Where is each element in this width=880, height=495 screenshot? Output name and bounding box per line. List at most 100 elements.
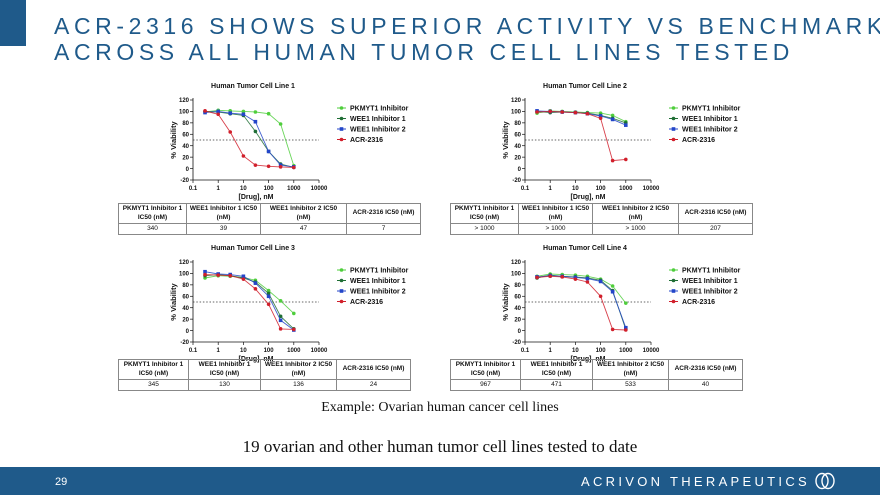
table-header-cell: PKMYT1 Inhibitor 1 IC50 (nM) — [450, 359, 521, 380]
ic50-table: PKMYT1 Inhibitor 1 IC50 (nM) WEE1 Inhibit… — [118, 203, 421, 235]
data-point — [241, 109, 246, 114]
series-line-4 — [536, 275, 626, 331]
series-line-3 — [536, 275, 627, 328]
data-point — [228, 273, 233, 278]
x-tick-label: 0.1 — [521, 348, 530, 354]
data-point — [203, 269, 207, 274]
legend-label: PKMYT1 Inhibitor — [350, 106, 409, 113]
legend-label: ACR-2316 — [682, 299, 715, 306]
data-point — [610, 113, 615, 118]
series-line-3 — [204, 271, 295, 331]
data-point — [548, 109, 552, 114]
x-tick-label: 1 — [549, 348, 553, 354]
legend-marker — [671, 268, 676, 272]
data-point — [624, 157, 628, 162]
data-point — [278, 327, 283, 331]
data-point — [241, 112, 246, 117]
table-header-cell: ACR-2316 IC50 (nM) — [336, 359, 411, 380]
legend-label: WEE1 Inhibitor 1 — [682, 116, 738, 123]
y-tick-label: 120 — [511, 98, 522, 104]
data-point — [266, 291, 271, 296]
data-point — [292, 311, 296, 316]
data-point — [216, 273, 220, 277]
legend-label: PKMYT1 Inhibitor — [682, 106, 741, 113]
data-point — [228, 130, 233, 134]
x-tick-label: 100 — [264, 186, 275, 192]
series-line-3 — [204, 110, 294, 168]
table-header-cell: WEE1 Inhibitor 1 IC50 (nM) — [188, 359, 261, 380]
data-point — [253, 129, 258, 134]
data-point — [278, 122, 283, 126]
data-point — [292, 165, 296, 170]
data-point — [585, 276, 590, 281]
y-tick-label: 100 — [511, 110, 522, 116]
data-point — [573, 110, 578, 115]
legend-marker — [671, 127, 676, 131]
chart-title: Human Tumor Cell Line 1 — [211, 83, 295, 90]
data-point — [241, 274, 246, 279]
legend-marker — [339, 116, 344, 121]
data-point — [266, 302, 271, 307]
ic50-table: PKMYT1 Inhibitor 1 IC50 (nM) WEE1 Inhibit… — [450, 203, 753, 235]
x-tick-label: 10000 — [643, 186, 660, 192]
x-tick-label: 0.1 — [521, 186, 530, 192]
y-axis-label: % Viability — [501, 282, 510, 320]
data-point — [241, 277, 246, 281]
data-point — [624, 325, 628, 330]
y-tick-label: 100 — [179, 272, 190, 278]
legend-label: PKMYT1 Inhibitor — [682, 268, 741, 275]
y-tick-label: 0 — [186, 167, 190, 173]
page-title-line-1: ACR-2316 SHOWS SUPERIOR ACTIVITY VS BENC… — [54, 13, 880, 39]
legend-marker — [339, 268, 344, 272]
data-point — [535, 275, 539, 280]
ic50-table: PKMYT1 Inhibitor 1 IC50 (nM) WEE1 Inhibit… — [450, 359, 743, 391]
series-line-4 — [536, 110, 626, 162]
legend-label: ACR-2316 — [350, 299, 383, 306]
data-point — [278, 165, 283, 169]
data-point — [598, 279, 603, 284]
y-tick-label: 120 — [179, 98, 190, 104]
y-tick-label: 40 — [514, 306, 521, 312]
legend-marker — [671, 137, 676, 142]
x-tick-label: 0.1 — [189, 348, 198, 354]
data-point — [560, 110, 565, 114]
legend-marker — [671, 289, 676, 293]
series-line-2 — [204, 110, 294, 168]
data-point — [278, 299, 283, 303]
x-tick-label: 1 — [217, 186, 221, 192]
y-tick-label: 0 — [518, 329, 522, 335]
data-point — [203, 109, 207, 113]
legend-label: PKMYT1 Inhibitor — [350, 268, 409, 275]
series-line-4 — [204, 274, 294, 330]
table-header-row: PKMYT1 Inhibitor 1 IC50 (nM) WEE1 Inhibit… — [450, 359, 743, 380]
table-cell: 40 — [668, 379, 743, 391]
table-header-row: PKMYT1 Inhibitor 1 IC50 (nM) WEE1 Inhibit… — [118, 359, 411, 380]
legend-marker — [339, 127, 344, 131]
table-cell: 39 — [186, 223, 261, 235]
table-cell: 345 — [118, 379, 189, 391]
y-tick-label: 60 — [514, 132, 521, 138]
x-tick-label: 10000 — [311, 348, 328, 354]
table-cell: 471 — [520, 379, 593, 391]
series-line-1 — [536, 110, 626, 123]
table-cell: 533 — [592, 379, 669, 391]
data-point — [610, 327, 615, 332]
y-tick-label: 60 — [182, 132, 189, 138]
x-tick-label: 10 — [240, 186, 247, 192]
series-line-1 — [536, 273, 627, 304]
series-line-1 — [204, 275, 295, 314]
cell-lines-footnote: 19 ovarian and other human tumor cell li… — [242, 437, 638, 456]
data-point — [585, 111, 590, 116]
dose-response-chart: Human Tumor Cell Line 3 -20 0 20 40 60 80 100 12… — [169, 245, 409, 363]
table-cell: 136 — [260, 379, 337, 391]
legend-label: WEE1 Inhibitor 2 — [682, 127, 738, 134]
x-axis-label: [Drug], nM — [239, 194, 274, 201]
data-point — [610, 289, 615, 294]
table-cell: 340 — [118, 223, 187, 235]
x-tick-label: 10000 — [311, 186, 328, 192]
series-line-1 — [204, 109, 295, 166]
x-tick-label: 1000 — [619, 186, 633, 192]
table-header-row: PKMYT1 Inhibitor 1 IC50 (nM) WEE1 Inhibit… — [450, 203, 753, 224]
x-tick-label: 1 — [217, 348, 221, 354]
page-number: 29 — [55, 476, 68, 488]
